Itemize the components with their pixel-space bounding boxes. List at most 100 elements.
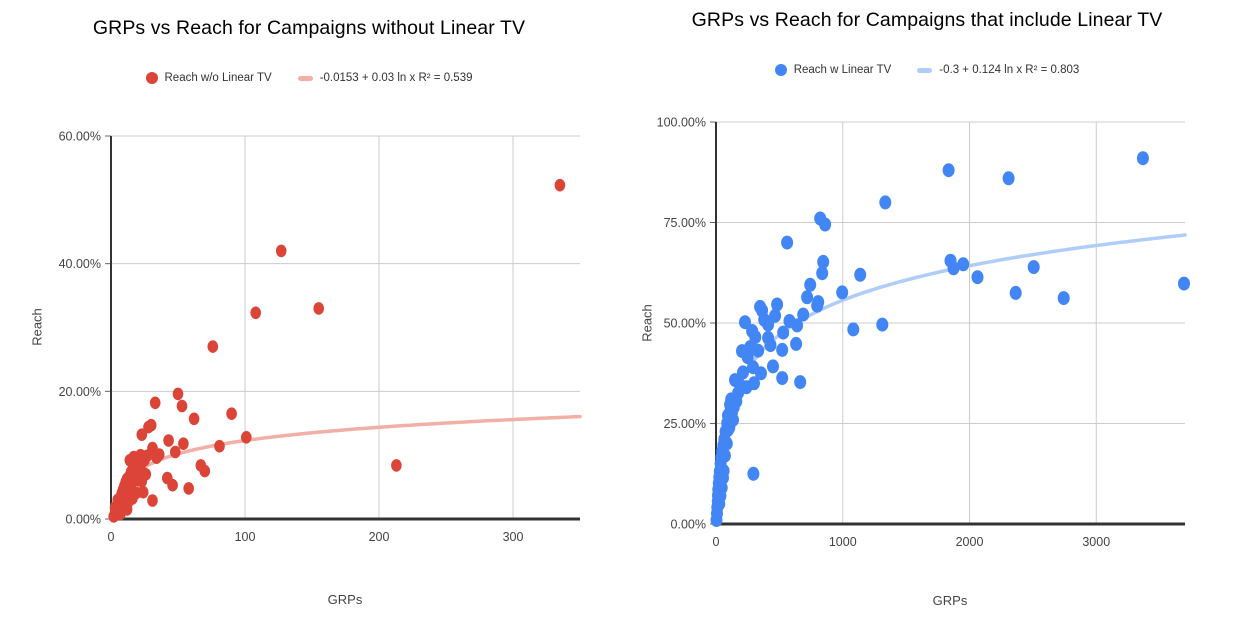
y-tick-label: 100.00%	[657, 116, 706, 130]
chart-legend: Reach w/o Linear TV -0.0153 + 0.03 ln x …	[0, 72, 618, 84]
data-point	[771, 297, 784, 312]
data-point	[313, 302, 325, 315]
data-point	[163, 434, 174, 447]
x-axis-title: GRPs	[932, 593, 968, 608]
y-axis-title: Reach	[29, 308, 45, 346]
trendline-legend-label: -0.0153 + 0.03 ln x R² = 0.539	[319, 72, 473, 84]
data-point	[147, 494, 158, 507]
data-point	[121, 503, 133, 516]
series-legend-label: Reach w/o Linear TV	[164, 72, 272, 84]
data-point	[722, 408, 734, 423]
data-point	[1178, 276, 1190, 291]
legend-item-trendline: -0.0153 + 0.03 ln x R² = 0.539	[297, 72, 473, 84]
x-tick-label: 0	[713, 535, 720, 549]
data-point	[797, 307, 810, 322]
data-point	[736, 344, 748, 359]
data-point	[801, 290, 814, 305]
y-tick-label: 40.00%	[59, 257, 101, 271]
data-point	[199, 464, 211, 478]
trendline-legend-label: -0.3 + 0.124 ln x R² = 0.803	[939, 64, 1080, 76]
data-point	[1002, 171, 1015, 186]
data-point	[947, 261, 960, 276]
data-point	[854, 267, 867, 282]
series-marker-icon	[774, 64, 787, 76]
data-point	[1009, 285, 1022, 300]
data-point	[136, 428, 148, 442]
data-point	[131, 486, 142, 500]
data-point	[957, 257, 970, 272]
data-point	[819, 217, 832, 232]
data-point	[764, 338, 777, 353]
data-point	[226, 407, 237, 421]
data-point	[767, 359, 779, 374]
data-point	[1027, 260, 1040, 275]
legend-item-trendline: -0.3 + 0.124 ln x R² = 0.803	[917, 64, 1079, 76]
data-point	[836, 285, 849, 300]
data-point	[776, 342, 789, 357]
data-point	[816, 266, 829, 281]
trendline	[111, 414, 582, 521]
trendline-swatch-icon	[917, 67, 933, 73]
data-point	[971, 270, 984, 285]
y-tick-label: 75.00%	[664, 216, 706, 230]
data-point	[188, 412, 200, 426]
data-point	[737, 365, 749, 380]
chart-legend: Reach w Linear TV -0.3 + 0.124 ln x R² =…	[618, 64, 1236, 76]
data-point	[140, 468, 152, 481]
data-point	[713, 496, 726, 511]
data-point	[167, 478, 178, 492]
data-point	[143, 420, 154, 434]
data-point	[718, 448, 731, 463]
scatter-plot-with-linear-tv[interactable]: 0.00% 25.00% 50.00% 75.00% 100.00% 0 1000 2000 3…	[618, 0, 1236, 624]
chart-panel-without-linear-tv: GRPs vs Reach for Campaigns without Line…	[0, 0, 618, 624]
data-point	[777, 325, 790, 340]
data-point	[739, 315, 751, 330]
data-point	[717, 470, 729, 485]
data-point	[804, 277, 817, 292]
data-point	[178, 437, 189, 451]
series-marker-icon	[145, 72, 158, 84]
data-point	[776, 371, 789, 386]
y-axis-title: Reach	[639, 304, 655, 342]
legend-item-series: Reach w Linear TV	[774, 64, 892, 76]
data-point	[250, 306, 261, 320]
data-point	[172, 387, 184, 401]
data-point	[781, 235, 794, 250]
data-point	[1057, 291, 1070, 306]
x-tick-label: 3000	[1082, 535, 1110, 549]
data-point	[720, 436, 733, 451]
data-point	[241, 431, 252, 444]
data-point	[879, 195, 892, 210]
data-point	[214, 439, 225, 453]
legend-item-series: Reach w/o Linear TV	[145, 72, 272, 84]
x-tick-label: 300	[503, 530, 524, 544]
data-point	[847, 322, 860, 337]
data-point	[783, 314, 796, 328]
data-point	[554, 178, 566, 192]
data-point	[817, 254, 830, 269]
data-point	[149, 396, 161, 410]
data-point	[723, 420, 736, 435]
chart-title: GRPs vs Reach for Campaigns without Line…	[92, 17, 526, 39]
data-point	[758, 312, 771, 327]
x-tick-label: 100	[235, 530, 256, 544]
data-point	[747, 466, 760, 481]
data-point	[170, 445, 181, 459]
scatter-plot-without-linear-tv[interactable]: 0.00% 20.00% 40.00% 60.00% 0 100 200 300	[0, 0, 618, 624]
data-point	[1136, 151, 1149, 166]
y-tick-label: 0.00%	[671, 518, 706, 532]
data-point	[207, 340, 219, 353]
data-point	[183, 482, 194, 495]
data-point	[141, 449, 153, 463]
data-point	[734, 378, 747, 393]
data-point	[794, 375, 807, 390]
series-legend-label: Reach w Linear TV	[793, 64, 892, 76]
data-point	[275, 244, 287, 258]
y-tick-label: 25.00%	[664, 417, 706, 431]
data-point	[391, 459, 402, 472]
data-point	[942, 163, 955, 178]
x-tick-label: 0	[108, 530, 115, 544]
data-point	[769, 308, 782, 323]
y-tick-label: 60.00%	[59, 130, 101, 144]
data-point	[746, 324, 759, 338]
